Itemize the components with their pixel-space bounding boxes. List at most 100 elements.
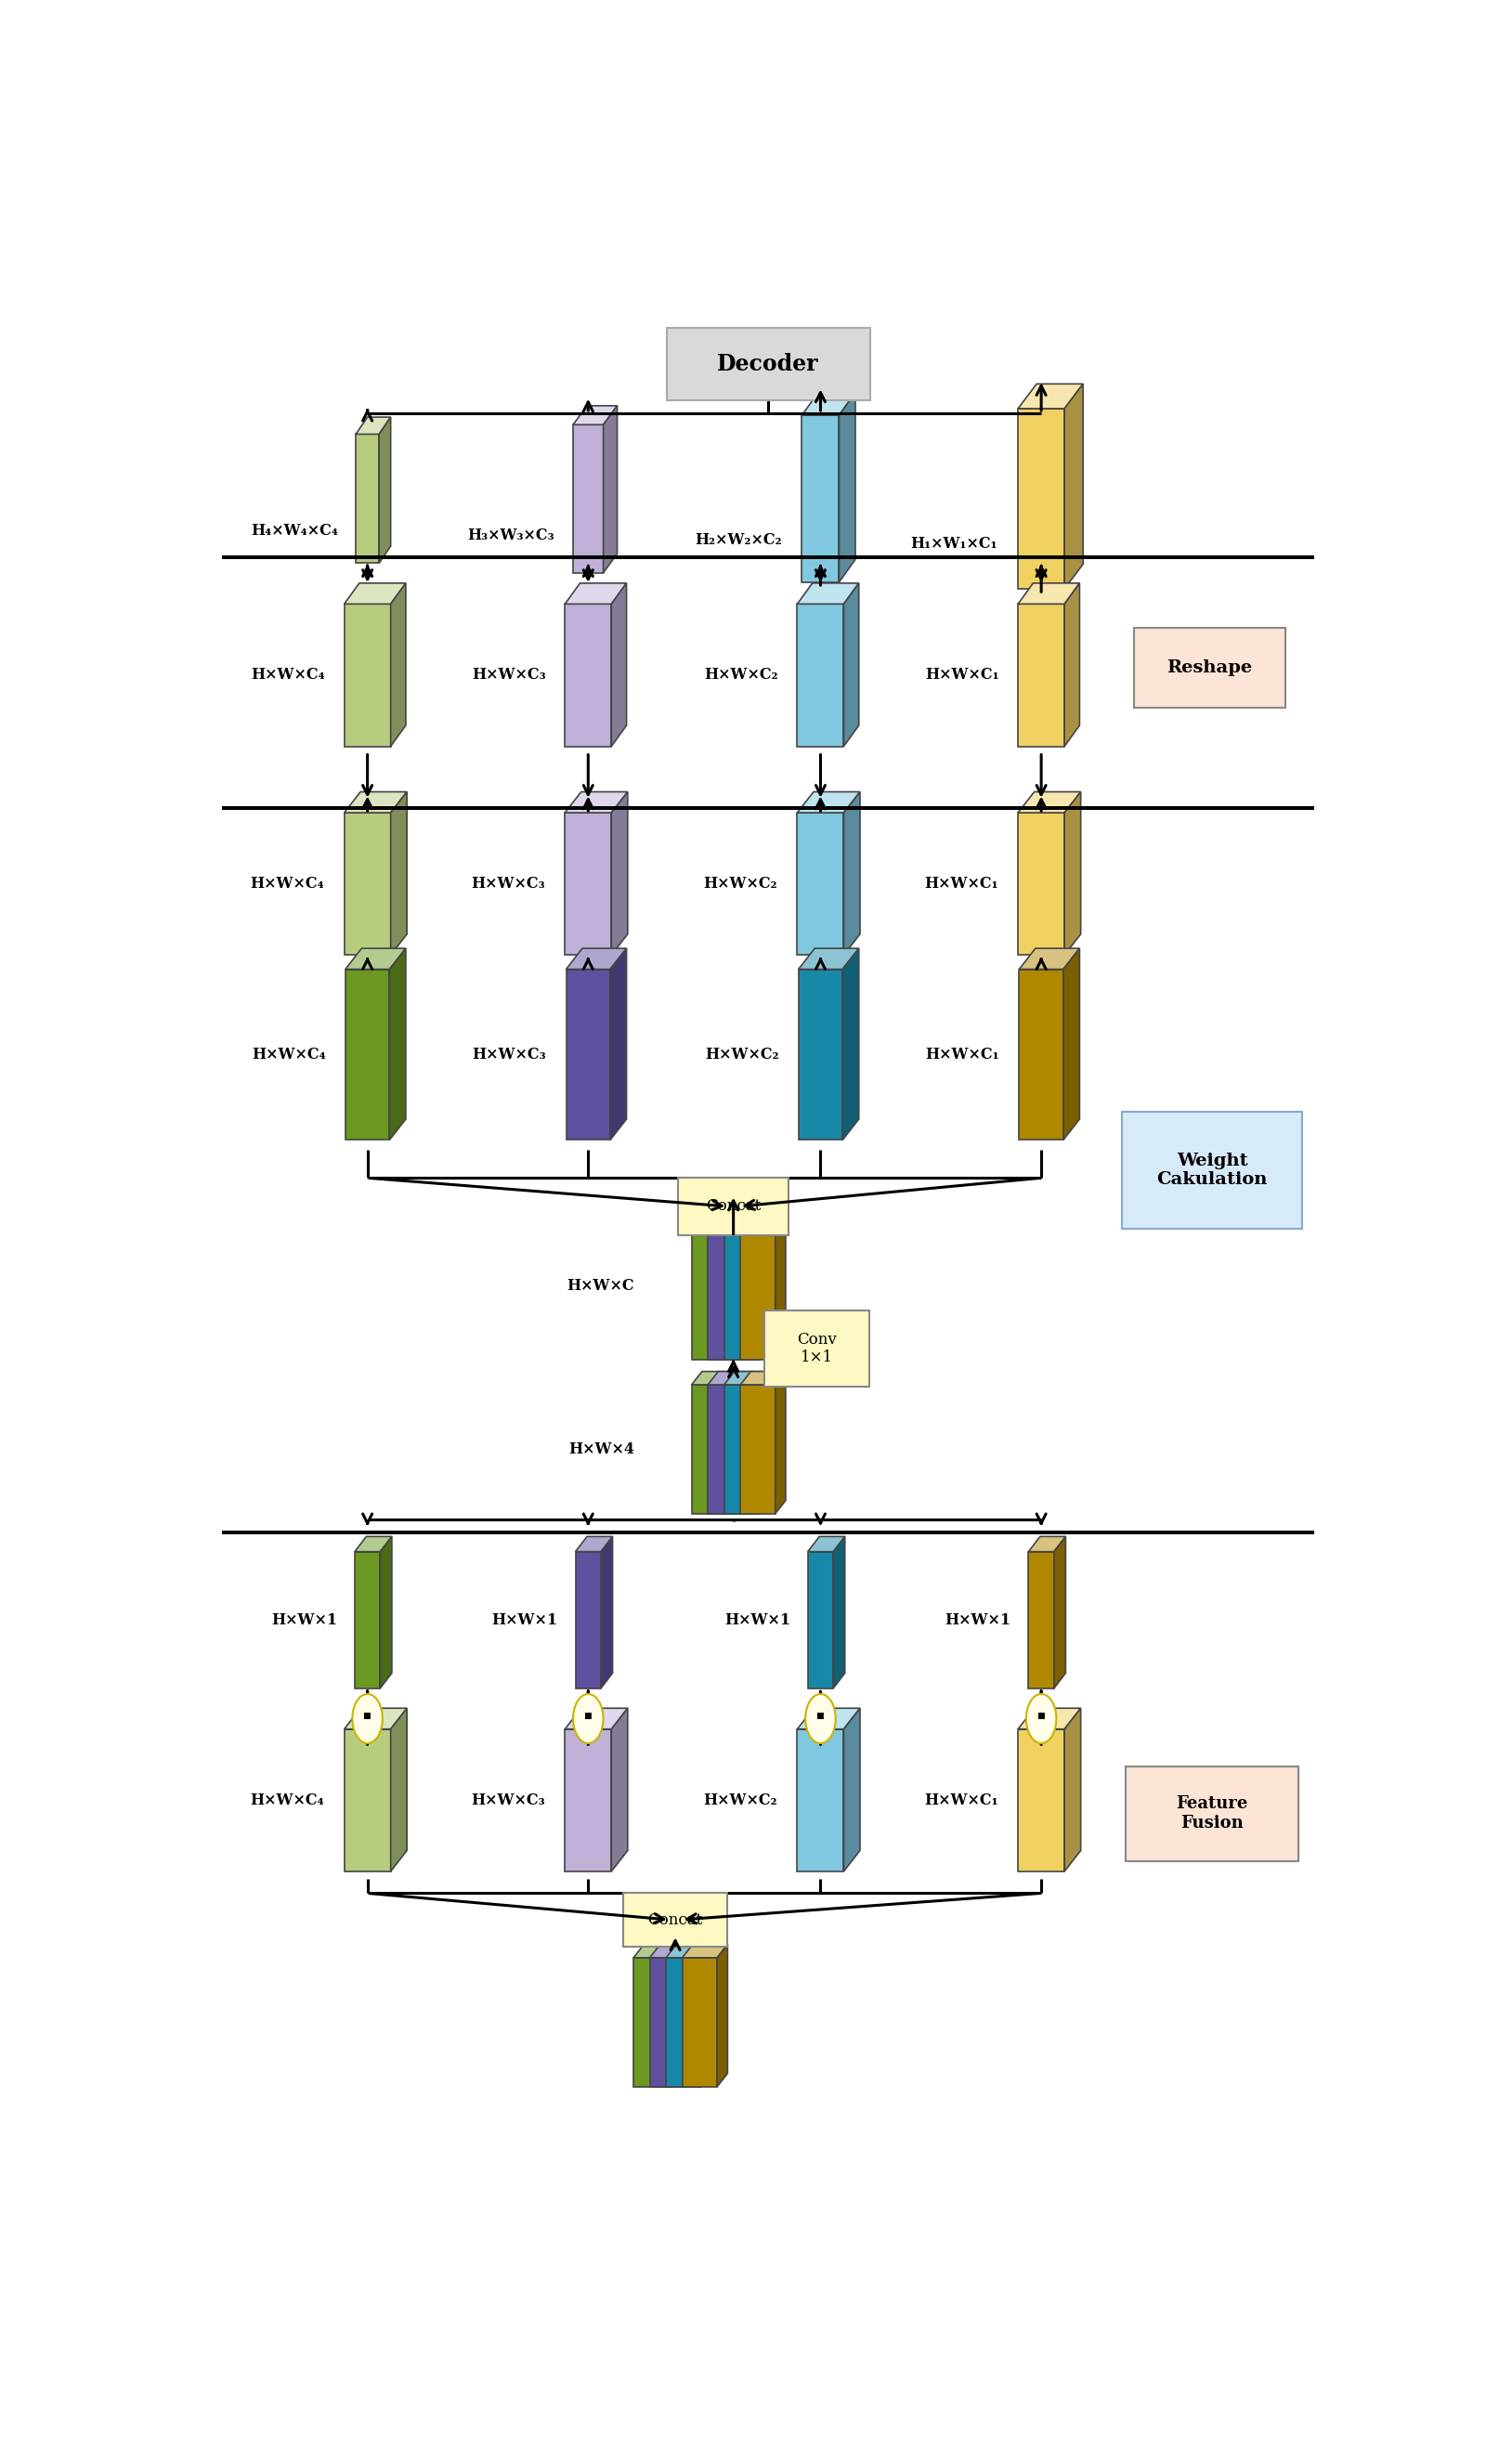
Text: H₂×W₂×C₂: H₂×W₂×C₂	[696, 532, 782, 549]
Polygon shape	[839, 392, 856, 582]
Polygon shape	[1064, 384, 1084, 589]
Text: H×W×C₁: H×W×C₁	[925, 1047, 1000, 1062]
Polygon shape	[727, 1372, 738, 1513]
Text: H×W×C₃: H×W×C₃	[472, 668, 546, 683]
Polygon shape	[741, 1385, 775, 1513]
Text: Concat: Concat	[648, 1912, 703, 1927]
Polygon shape	[345, 584, 406, 604]
Text: Reshape: Reshape	[1166, 660, 1253, 675]
Text: ·: ·	[582, 1700, 595, 1737]
Text: H×W×C₄: H×W×C₄	[250, 875, 324, 892]
Polygon shape	[724, 1385, 758, 1513]
Bar	[1121, 1111, 1303, 1230]
Polygon shape	[1018, 409, 1064, 589]
Polygon shape	[797, 604, 844, 747]
Polygon shape	[649, 1959, 685, 2087]
Text: H×W×4: H×W×4	[568, 1441, 634, 1456]
Polygon shape	[612, 791, 628, 956]
Polygon shape	[1064, 791, 1081, 956]
Polygon shape	[1028, 1552, 1054, 1688]
Polygon shape	[345, 968, 390, 1141]
Text: Feature
Fusion: Feature Fusion	[1177, 1796, 1249, 1831]
Bar	[667, 328, 869, 399]
Polygon shape	[797, 813, 844, 956]
Polygon shape	[802, 416, 839, 582]
Polygon shape	[842, 949, 859, 1141]
Text: H×W×C₃: H×W×C₃	[471, 875, 546, 892]
Polygon shape	[567, 949, 627, 968]
Polygon shape	[1019, 968, 1063, 1141]
Polygon shape	[708, 1200, 752, 1212]
Polygon shape	[565, 1708, 628, 1730]
Circle shape	[352, 1693, 382, 1745]
Polygon shape	[1018, 813, 1064, 956]
Text: H×W×C₂: H×W×C₂	[703, 875, 778, 892]
Bar	[624, 1892, 727, 1947]
Polygon shape	[576, 1552, 601, 1688]
Polygon shape	[708, 1385, 742, 1513]
Polygon shape	[565, 791, 628, 813]
Polygon shape	[691, 1385, 727, 1513]
Polygon shape	[649, 1944, 696, 1959]
Text: H×W×1: H×W×1	[724, 1611, 790, 1629]
Text: H×W×C₄: H×W×C₄	[250, 668, 325, 683]
Circle shape	[1027, 1693, 1057, 1745]
Polygon shape	[797, 584, 859, 604]
Bar	[764, 1311, 869, 1387]
Polygon shape	[742, 1372, 752, 1513]
Polygon shape	[691, 1200, 738, 1212]
Polygon shape	[691, 1372, 738, 1385]
Polygon shape	[833, 1538, 845, 1688]
Polygon shape	[381, 1538, 391, 1688]
Text: Concat: Concat	[706, 1198, 761, 1215]
Polygon shape	[666, 1944, 712, 1959]
Polygon shape	[1018, 791, 1081, 813]
Polygon shape	[1018, 1708, 1081, 1730]
Text: H×W×C₁: H×W×C₁	[925, 875, 998, 892]
Polygon shape	[345, 813, 391, 956]
Polygon shape	[758, 1200, 769, 1360]
Text: H×W×C₃: H×W×C₃	[471, 1791, 546, 1809]
Polygon shape	[797, 1708, 860, 1730]
Text: H×W×1: H×W×1	[944, 1611, 1010, 1629]
Polygon shape	[724, 1372, 769, 1385]
Polygon shape	[573, 407, 618, 424]
Polygon shape	[634, 1944, 679, 1959]
Polygon shape	[1018, 584, 1079, 604]
Polygon shape	[741, 1372, 785, 1385]
Text: H×W×C₂: H×W×C₂	[705, 668, 778, 683]
Polygon shape	[345, 604, 391, 747]
Polygon shape	[612, 584, 627, 747]
Bar	[1126, 1767, 1298, 1860]
Polygon shape	[1018, 1730, 1064, 1870]
Polygon shape	[708, 1212, 742, 1360]
Polygon shape	[666, 1959, 702, 2087]
Text: Decoder: Decoder	[718, 352, 818, 375]
Polygon shape	[708, 1372, 752, 1385]
Text: H×W×C₃: H×W×C₃	[472, 1047, 546, 1062]
Text: Conv
1×1: Conv 1×1	[797, 1331, 836, 1365]
Text: Weight
Cakulation: Weight Cakulation	[1157, 1153, 1268, 1188]
Polygon shape	[565, 604, 612, 747]
Polygon shape	[634, 1959, 669, 2087]
Polygon shape	[345, 949, 406, 968]
Text: ·: ·	[361, 1700, 375, 1737]
Polygon shape	[844, 791, 860, 956]
Polygon shape	[603, 407, 618, 572]
Polygon shape	[565, 584, 627, 604]
Polygon shape	[717, 1944, 727, 2087]
Polygon shape	[691, 1212, 727, 1360]
Text: H×W×1: H×W×1	[271, 1611, 337, 1629]
Polygon shape	[1019, 949, 1079, 968]
Polygon shape	[355, 1552, 381, 1688]
Polygon shape	[601, 1538, 613, 1688]
Text: ·: ·	[1034, 1700, 1048, 1737]
Polygon shape	[685, 1944, 696, 2087]
Circle shape	[805, 1693, 835, 1745]
Polygon shape	[682, 1944, 727, 1959]
Polygon shape	[1018, 604, 1064, 747]
Polygon shape	[797, 791, 860, 813]
Bar	[678, 1178, 788, 1234]
Bar	[1135, 628, 1285, 707]
Polygon shape	[345, 791, 406, 813]
